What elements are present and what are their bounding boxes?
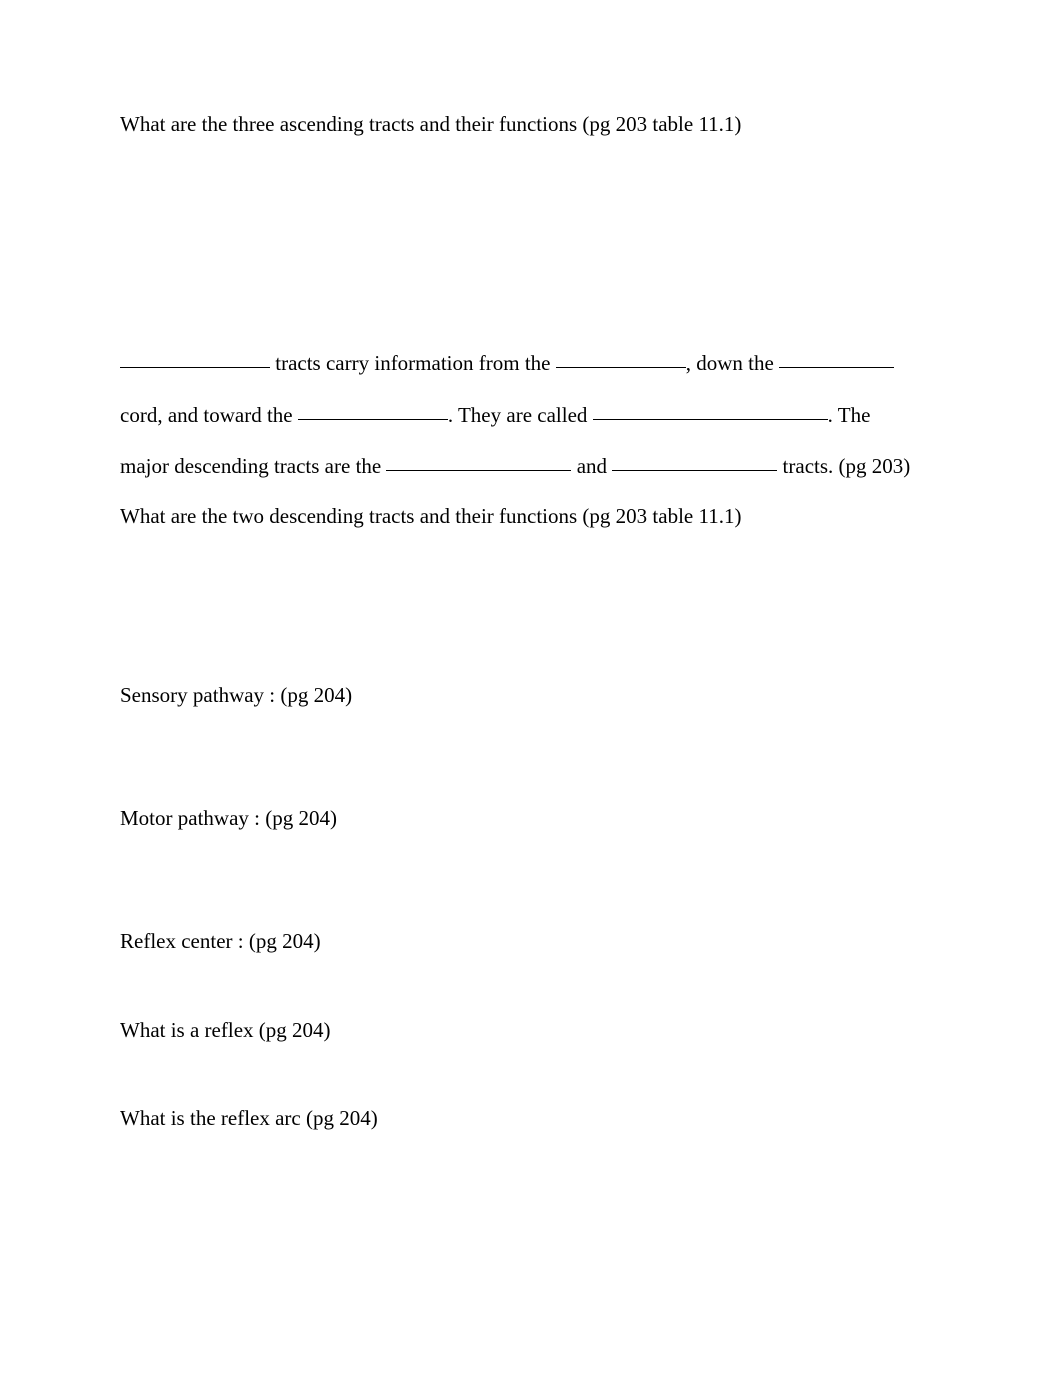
q3-text: Sensory pathway : (pg 204) (120, 683, 352, 707)
fill-line3-seg2: and (571, 454, 612, 478)
q5-text: Reflex center : (pg 204) (120, 929, 321, 953)
spacer (120, 709, 942, 804)
q2-text: What are the two descending tracts and t… (120, 504, 741, 528)
q7-text: What is the reflex arc (pg 204) (120, 1106, 378, 1130)
blank-1c (779, 346, 894, 368)
spacer (120, 480, 942, 502)
spacer (120, 429, 942, 451)
fill-line3-seg3: tracts. (pg 203) (777, 454, 910, 478)
q4-text: Motor pathway : (pg 204) (120, 806, 337, 830)
question-motor-pathway: Motor pathway : (pg 204) (120, 804, 942, 832)
question-sensory-pathway: Sensory pathway : (pg 204) (120, 681, 942, 709)
fill-line3-seg1: major descending tracts are the (120, 454, 386, 478)
fill-line1-seg2: , down the (686, 351, 779, 375)
question-reflex-center: Reflex center : (pg 204) (120, 927, 942, 955)
spacer (120, 1044, 942, 1104)
spacer (120, 531, 942, 681)
fill-line2-seg2: . They are called (448, 403, 593, 427)
blank-1a (120, 346, 270, 368)
fill-line2-seg3: . The (828, 403, 871, 427)
fill-line-2: cord, and toward the . They are called .… (120, 400, 942, 429)
spacer (120, 956, 942, 1016)
spacer (120, 378, 942, 400)
blank-3a (386, 449, 571, 471)
fill-line1-seg1: tracts carry information from the (270, 351, 556, 375)
question-what-is-reflex: What is a reflex (pg 204) (120, 1016, 942, 1044)
question-reflex-arc: What is the reflex arc (pg 204) (120, 1104, 942, 1132)
spacer (120, 832, 942, 927)
blank-2b (593, 398, 828, 420)
blank-3b (612, 449, 777, 471)
fill-line-1: tracts carry information from the , down… (120, 348, 942, 377)
blank-2a (298, 398, 448, 420)
blank-1b (556, 346, 686, 368)
q1-text: What are the three ascending tracts and … (120, 112, 741, 136)
fill-line-3: major descending tracts are the and trac… (120, 451, 942, 480)
fill-line2-seg1: cord, and toward the (120, 403, 298, 427)
question-ascending-tracts: What are the three ascending tracts and … (120, 110, 942, 138)
q6-text: What is a reflex (pg 204) (120, 1018, 331, 1042)
spacer (120, 138, 942, 348)
page: What are the three ascending tracts and … (0, 0, 1062, 1376)
question-descending-tracts: What are the two descending tracts and t… (120, 502, 942, 530)
